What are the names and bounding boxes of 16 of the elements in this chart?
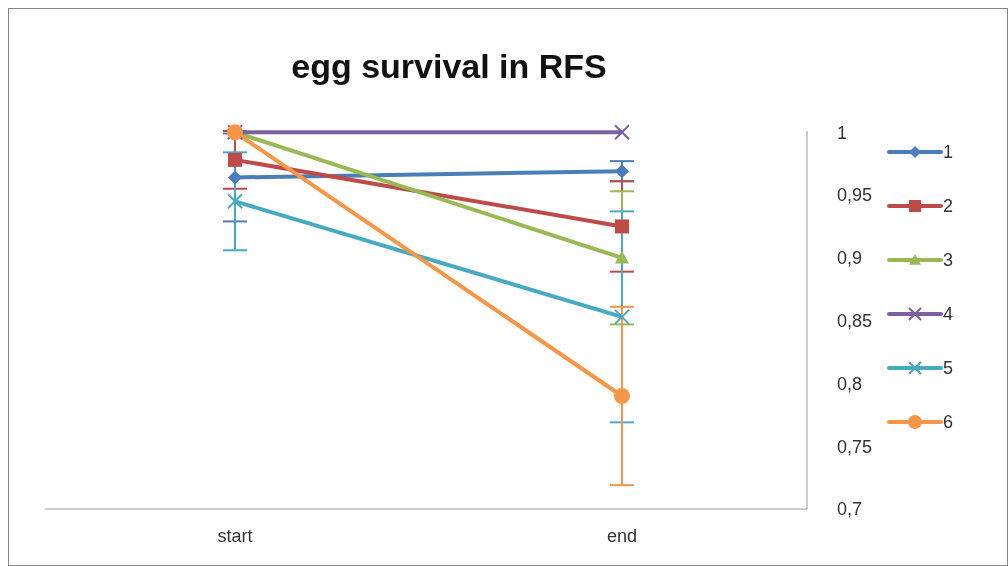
- legend-label: 1: [943, 141, 954, 163]
- x-tick-label: end: [606, 525, 638, 546]
- y-tick-label: 0,8: [837, 373, 863, 394]
- legend-label: 2: [943, 195, 954, 217]
- legend-label: 4: [943, 303, 954, 325]
- y-tick-label: 0,9: [837, 248, 863, 269]
- y-tick-label: 0,75: [837, 436, 873, 457]
- chart-title: egg survival in RFS: [290, 47, 608, 86]
- legend-label: 5: [943, 357, 954, 379]
- legend-label: 6: [943, 411, 954, 433]
- legend-label: 3: [943, 249, 954, 271]
- y-tick-label: 0,85: [837, 311, 873, 332]
- y-tick-label: 0,7: [837, 499, 863, 520]
- y-tick-label: 0,95: [837, 185, 873, 206]
- y-tick-label: 1: [837, 122, 848, 143]
- x-tick-label: start: [217, 525, 253, 546]
